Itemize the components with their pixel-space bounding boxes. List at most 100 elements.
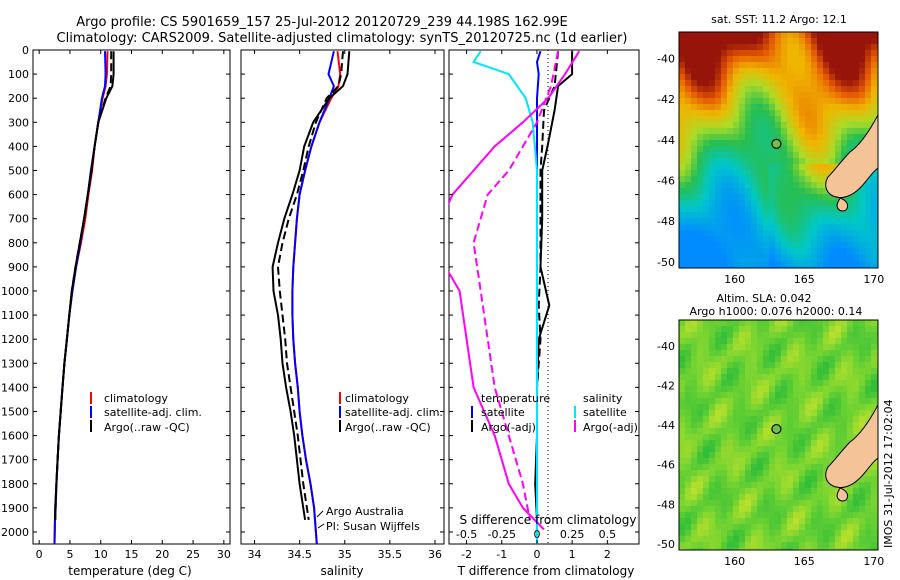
heatmap-cell	[769, 218, 776, 225]
heatmap-cell	[697, 164, 704, 171]
heatmap-cell	[697, 350, 704, 357]
heatmap-cell	[817, 518, 824, 525]
heatmap-cell	[745, 320, 752, 327]
heatmap-cell	[787, 176, 794, 183]
heatmap-cell	[769, 392, 776, 399]
heatmap-cell	[685, 176, 692, 183]
heatmap-cell	[691, 80, 698, 87]
heatmap-cell	[715, 134, 722, 141]
heatmap-cell	[751, 236, 758, 243]
heatmap-cell	[811, 170, 818, 177]
heatmap-cell	[835, 422, 842, 429]
heatmap-cell	[733, 242, 740, 249]
heatmap-cell	[721, 500, 728, 507]
heatmap-cell	[805, 452, 812, 459]
heatmap-cell	[781, 206, 788, 213]
heatmap-cell	[733, 524, 740, 531]
heatmap-cell	[871, 182, 878, 189]
heatmap-cell	[727, 128, 734, 135]
heatmap-cell	[697, 56, 704, 63]
depth-tick-label: 1300	[1, 357, 29, 370]
heatmap-cell	[715, 506, 722, 513]
heatmap-cell	[703, 332, 710, 339]
heatmap-cell	[817, 548, 824, 550]
heatmap-cell	[715, 416, 722, 423]
heatmap-cell	[709, 128, 716, 135]
heatmap-cell	[727, 92, 734, 99]
heatmap-cell	[823, 248, 830, 255]
heatmap-cell	[763, 140, 770, 147]
heatmap-cell	[799, 248, 806, 255]
heatmap-cell	[721, 332, 728, 339]
heatmap-cell	[751, 98, 758, 105]
heatmap-cell	[691, 416, 698, 423]
heatmap-cell	[709, 320, 716, 327]
heatmap-cell	[727, 488, 734, 495]
heatmap-cell	[733, 398, 740, 405]
heatmap-cell	[685, 98, 692, 105]
heatmap-cell	[715, 410, 722, 417]
heatmap-cell	[793, 98, 800, 105]
heatmap-cell	[703, 524, 710, 531]
heatmap-cell	[841, 542, 848, 549]
heatmap-cell	[787, 32, 794, 39]
heatmap-cell	[805, 440, 812, 447]
heatmap-cell	[763, 530, 770, 537]
heatmap-cell	[805, 182, 812, 189]
heatmap-cell	[697, 434, 704, 441]
temperature-diff-tick-label: 2	[604, 548, 611, 561]
heatmap-cell	[811, 62, 818, 69]
heatmap-cell	[781, 194, 788, 201]
heatmap-cell	[793, 380, 800, 387]
heatmap-cell	[763, 386, 770, 393]
heatmap-cell	[697, 206, 704, 213]
heatmap-cell	[715, 32, 722, 39]
heatmap-cell	[853, 38, 860, 45]
heatmap-cell	[769, 368, 776, 375]
heatmap-cell	[715, 176, 722, 183]
heatmap-cell	[847, 506, 854, 513]
heatmap-cell	[823, 188, 830, 195]
heatmap-cell	[703, 32, 710, 39]
heatmap-cell	[751, 350, 758, 357]
heatmap-cell	[715, 206, 722, 213]
map-lon-tick-label: 170	[863, 273, 884, 286]
heatmap-cell	[769, 116, 776, 123]
heatmap-cell	[685, 152, 692, 159]
heatmap-cell	[859, 320, 866, 327]
heatmap-cell	[763, 68, 770, 75]
heatmap-cell	[799, 164, 806, 171]
heatmap-cell	[787, 476, 794, 483]
heatmap-cell	[733, 458, 740, 465]
heatmap-cell	[685, 416, 692, 423]
heatmap-cell	[775, 356, 782, 363]
heatmap-cell	[763, 212, 770, 219]
heatmap-cell	[823, 482, 830, 489]
heatmap-cell	[859, 248, 866, 255]
heatmap-cell	[709, 122, 716, 129]
heatmap-cell	[823, 230, 830, 237]
heatmap-cell	[721, 128, 728, 135]
heatmap-cell	[799, 548, 806, 550]
heatmap-cell	[859, 110, 866, 117]
heatmap-cell	[691, 386, 698, 393]
heatmap-cell	[757, 170, 764, 177]
heatmap-cell	[739, 164, 746, 171]
depth-tick-label: 1900	[1, 502, 29, 515]
series-line-climatology	[291, 51, 342, 544]
heatmap-cell	[865, 362, 872, 369]
heatmap-cell	[775, 410, 782, 417]
heatmap-cell	[709, 164, 716, 171]
heatmap-cell	[703, 86, 710, 93]
heatmap-cell	[805, 242, 812, 249]
heatmap-cell	[871, 38, 878, 45]
heatmap-cell	[757, 470, 764, 477]
heatmap-cell	[853, 362, 860, 369]
heatmap-cell	[775, 458, 782, 465]
heatmap-cell	[745, 158, 752, 165]
heatmap-cell	[679, 434, 686, 441]
heatmap-cell	[811, 242, 818, 249]
heatmap-cell	[757, 62, 764, 69]
heatmap-cell	[859, 356, 866, 363]
heatmap-cell	[757, 464, 764, 471]
